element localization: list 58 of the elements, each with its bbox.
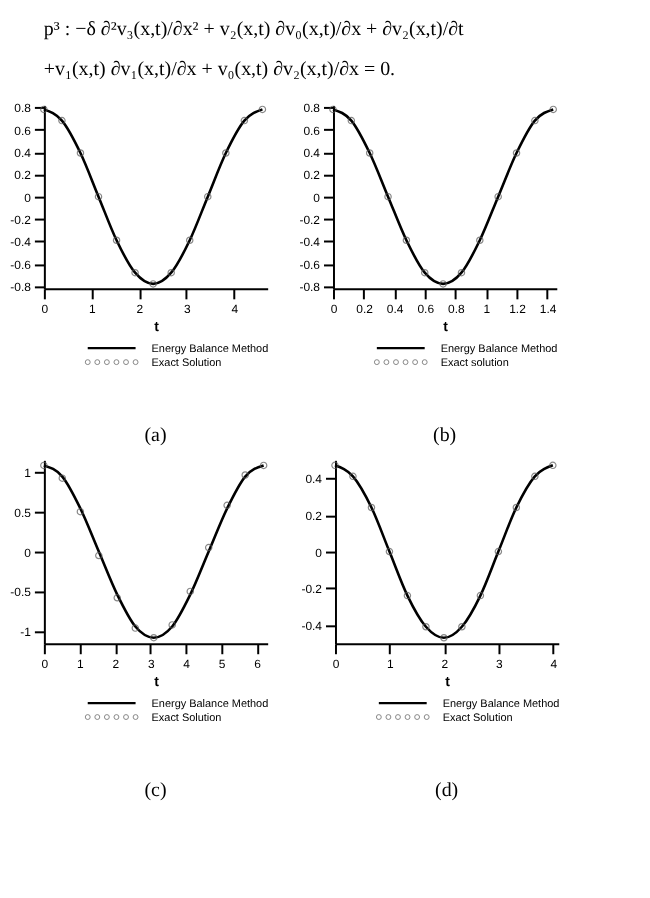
point xyxy=(384,192,392,201)
point xyxy=(40,105,48,114)
point xyxy=(367,503,376,512)
text: (d) xyxy=(435,779,459,802)
point xyxy=(347,116,356,125)
point xyxy=(94,192,103,201)
point xyxy=(422,623,430,631)
point xyxy=(512,503,521,512)
point xyxy=(365,149,374,157)
point xyxy=(185,236,194,245)
point xyxy=(150,633,158,642)
text: +v₁(x,t) ∂v₁(x,t)/∂x + v₀(x,t) ∂v₂(x,t)/∂x = 0. xyxy=(43,59,396,82)
point xyxy=(531,116,539,125)
point xyxy=(58,474,67,482)
point xyxy=(95,551,103,560)
point xyxy=(223,501,231,510)
point xyxy=(402,236,411,245)
point xyxy=(204,192,212,201)
point xyxy=(458,623,466,631)
point xyxy=(258,105,267,114)
point xyxy=(241,471,249,479)
point xyxy=(494,547,503,556)
point xyxy=(457,268,466,277)
point xyxy=(168,621,176,629)
point xyxy=(131,268,139,277)
point xyxy=(186,587,195,596)
point xyxy=(329,105,337,114)
point xyxy=(512,149,521,157)
point xyxy=(113,594,121,602)
point xyxy=(421,268,429,277)
text: (b) xyxy=(433,424,457,447)
point xyxy=(331,461,339,470)
point xyxy=(112,236,121,245)
point xyxy=(76,149,85,157)
point xyxy=(76,507,85,516)
point xyxy=(259,461,268,470)
text: (a) xyxy=(144,424,167,447)
point xyxy=(531,472,539,481)
point xyxy=(240,116,249,125)
point xyxy=(494,192,502,201)
point xyxy=(440,634,448,642)
text: p³ : −δ ∂²v₃(x,t)/∂x² + v₂(x,t) ∂v₀(x,t)/∂x + ∂v₂(x,t)/∂t xyxy=(43,19,465,42)
point xyxy=(204,543,213,552)
point xyxy=(349,472,357,481)
point xyxy=(40,461,48,470)
point xyxy=(58,116,66,125)
point xyxy=(439,280,447,288)
point xyxy=(549,105,557,114)
point xyxy=(403,591,412,600)
point xyxy=(476,591,485,600)
point xyxy=(385,547,394,556)
text: (c) xyxy=(144,779,167,802)
point xyxy=(222,149,230,157)
point xyxy=(167,268,175,277)
point xyxy=(149,280,157,288)
point xyxy=(131,624,140,632)
point xyxy=(476,236,484,245)
point xyxy=(549,461,557,470)
